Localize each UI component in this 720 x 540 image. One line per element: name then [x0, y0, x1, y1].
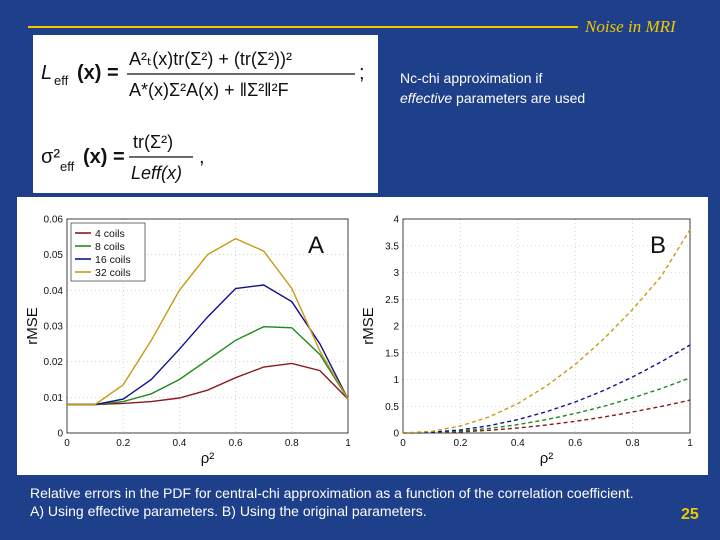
chart-b-x-tick-label: 0.2: [453, 438, 467, 449]
chart-b-panel-label: B: [650, 232, 666, 259]
chart-b-series-line: [402, 344, 691, 434]
chart-a-y-tick-label: 0.05: [44, 250, 64, 261]
chart-b: 0 0.2 0.4 0.6 0.8 1 0 0.5 1 1.5 2 2.5 3 3.5 4 ρ² rMSE B: [360, 215, 693, 468]
chart-a-x-tick-label: 0.6: [229, 438, 243, 449]
chart-a-legend-label: 4 coils: [95, 228, 125, 240]
l-eff-sub: eff: [54, 73, 69, 88]
sigma-sub: eff: [60, 159, 75, 174]
chart-a-series-line: [67, 237, 349, 406]
chart-a-series-line: [67, 362, 349, 406]
chart-b-series-line: [402, 399, 691, 434]
chart-a-panel-label: A: [308, 232, 324, 259]
chart-a-y-tick-label: 0: [57, 429, 63, 440]
chart-b-x-axis-label: ρ²: [540, 450, 554, 467]
note-emphasis: effective: [400, 90, 453, 106]
chart-a-y-tick-label: 0.02: [44, 357, 64, 368]
chart-b-y-tick-label: 1.5: [385, 348, 399, 359]
chart-panel-a: 0 0.2 0.4 0.6 0.8 1 0 0.01 0.02 0.03 0.04 0.05 0.06 ρ…: [17, 197, 372, 475]
chart-a: 0 0.2 0.4 0.6 0.8 1 0 0.01 0.02 0.03 0.04 0.05 0.06 ρ…: [24, 215, 351, 468]
chart-a-x-tick-label: 0.8: [285, 438, 299, 449]
sigma-lhs: σ²: [41, 146, 60, 168]
figure-caption: Relative errors in the PDF for central-c…: [30, 485, 634, 519]
chart-a-y-tick-label: 0.04: [44, 286, 64, 297]
l-eff-denominator: A*(x)Σ²A(x) + ‖Σ²‖²F: [129, 80, 289, 100]
l-eff-lhs: L: [41, 62, 52, 84]
chart-a-axes-frame: [66, 218, 349, 434]
chart-a-y-tick-label: 0.06: [44, 215, 64, 226]
sigma-denominator: Leff(x): [131, 163, 182, 183]
chart-b-y-tick-label: 4: [393, 215, 399, 226]
chart-a-x-tick-label: 0: [64, 438, 70, 449]
l-eff-numerator: A²ₜ(x)tr(Σ²) + (tr(Σ²))²: [129, 49, 292, 69]
formula-svg: L eff (x) = A²ₜ(x)tr(Σ²) + (tr(Σ²))² A*(…: [41, 49, 365, 183]
note-line-1: Nc-chi approximation if: [400, 70, 543, 86]
chart-b-x-tick-label: 1: [687, 438, 693, 449]
chart-b-y-axis-label: rMSE: [360, 307, 377, 345]
chart-a-legend-label: 32 coils: [95, 267, 131, 279]
formula-box: L eff (x) = A²ₜ(x)tr(Σ²) + (tr(Σ²))² A*(…: [33, 35, 378, 193]
sigma-var: (x) =: [83, 146, 125, 168]
l-eff-var: (x) =: [77, 62, 119, 84]
chart-b-x-tick-label: 0.6: [568, 438, 582, 449]
chart-a-x-tick-label: 0.4: [172, 438, 186, 449]
chart-b-x-tick-label: 0: [400, 438, 406, 449]
chart-a-y-tick-label: 0.01: [44, 393, 64, 404]
chart-a-series-line: [67, 284, 349, 406]
chart-b-series-line: [402, 229, 691, 434]
sigma-numerator: tr(Σ²): [133, 132, 173, 152]
chart-a-y-tick-label: 0.03: [44, 322, 64, 333]
chart-b-y-tick-label: 2: [393, 322, 399, 333]
sigma-end: ,: [199, 146, 205, 168]
approximation-note: Nc-chi approximation if effective parame…: [400, 68, 585, 108]
chart-b-y-tick-label: 3.5: [385, 241, 399, 252]
chart-a-x-tick-label: 1: [345, 438, 351, 449]
chart-b-x-tick-label: 0.4: [511, 438, 525, 449]
chart-a-x-axis-label: ρ²: [201, 450, 215, 467]
header-rule: [28, 26, 578, 28]
l-eff-end: ;: [359, 62, 365, 84]
chart-b-y-tick-label: 1: [393, 375, 399, 386]
chart-a-legend-label: 8 coils: [95, 241, 125, 253]
note-line-2-rest: parameters are used: [452, 90, 586, 106]
chart-a-x-tick-label: 0.2: [116, 438, 130, 449]
page-number: 25: [681, 506, 699, 523]
chart-b-x-tick-label: 0.8: [626, 438, 640, 449]
section-title: Noise in MRI: [585, 17, 676, 36]
chart-b-y-tick-label: 0.5: [385, 402, 399, 413]
chart-a-series-line: [67, 325, 349, 406]
chart-panel-b: 0 0.2 0.4 0.6 0.8 1 0 0.5 1 1.5 2 2.5 3 3.5 4 ρ² rMSE B: [353, 197, 708, 475]
chart-b-y-tick-label: 3: [393, 268, 399, 279]
note-line-2: effective parameters are used: [400, 88, 585, 108]
chart-b-y-tick-label: 0: [393, 429, 399, 440]
chart-a-legend-label: 16 coils: [95, 254, 131, 266]
chart-b-axes-frame: [402, 218, 691, 434]
chart-a-y-axis-label: rMSE: [24, 307, 41, 345]
chart-b-y-tick-label: 2.5: [385, 295, 399, 306]
